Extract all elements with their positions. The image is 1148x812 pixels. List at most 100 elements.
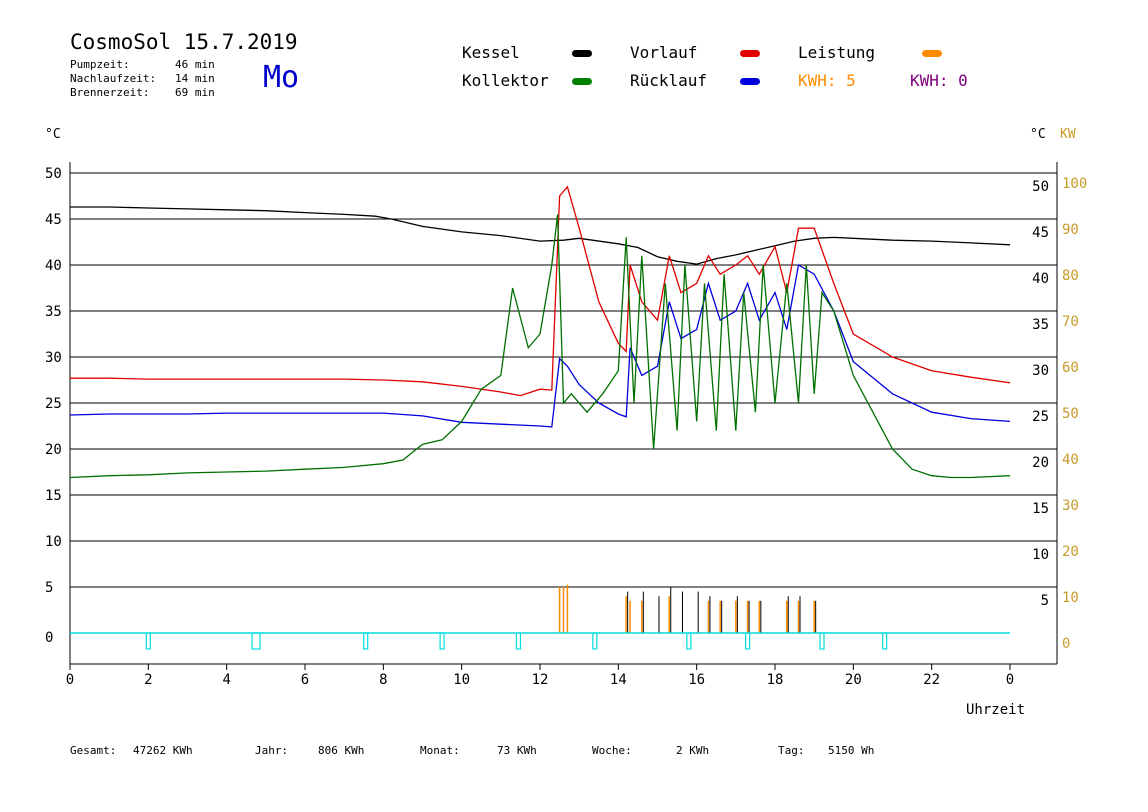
y-right-tick-label: 45 — [1032, 225, 1049, 241]
y-right-unit: °C — [1030, 127, 1046, 142]
y-right2-tick-label: 90 — [1062, 222, 1079, 238]
stat-brennerzeit-value: 69 min — [175, 86, 215, 99]
y-right2-tick-label: 10 — [1062, 590, 1079, 606]
y-right2-tick-label: 40 — [1062, 452, 1079, 468]
chart-status-markers — [70, 632, 1010, 650]
status-marker — [882, 632, 888, 650]
stat-pumpzeit-label: Pumpzeit: — [70, 58, 130, 71]
y-left-tick-label: 0 — [45, 630, 53, 646]
chart-pump-bursts — [558, 584, 817, 633]
status-marker — [363, 632, 369, 650]
footer-gesamt-label: Gesamt: — [70, 744, 117, 757]
y-left-tick-label: 30 — [45, 350, 62, 366]
y-right-tick-label: 10 — [1032, 547, 1049, 563]
status-marker — [744, 632, 751, 650]
series-line-ruecklauf — [69, 263, 1011, 428]
legend-swatch-vorlauf — [740, 50, 760, 57]
stat-nachlaufzeit-label: Nachlaufzeit: — [70, 72, 157, 85]
y-left-tick-label: 45 — [45, 212, 62, 228]
y-right2-tick-label: 70 — [1062, 314, 1079, 330]
y-left-unit: °C — [45, 127, 61, 142]
legend-label-kessel: Kessel — [462, 43, 520, 62]
x-tick-label: 18 — [767, 672, 784, 688]
chart-ticks: 0 2 4 6 8 10 12 14 16 18 20 22 005101520253035404550… — [45, 166, 1087, 688]
stat-nachlaufzeit-value: 14 min — [175, 72, 215, 85]
legend-label-ruecklauf: Rücklauf — [630, 71, 708, 90]
weekday-label: Mo — [263, 60, 300, 95]
y-right-tick-label: 25 — [1032, 409, 1049, 425]
series-line-kessel — [70, 206, 1011, 265]
x-tick-label: 0 — [1006, 672, 1014, 688]
chart-title: CosmoSol 15.7.2019 — [70, 30, 298, 54]
chart-series — [69, 185, 1011, 479]
y-right2-tick-label: 20 — [1062, 544, 1079, 560]
x-tick-label: 6 — [301, 672, 309, 688]
legend-swatch-leistung — [922, 50, 942, 57]
legend-label-leistung: Leistung — [798, 43, 876, 62]
kwh-orange-value: KWH: 5 — [798, 71, 856, 90]
status-marker — [686, 632, 692, 650]
y-right2-tick-label: 60 — [1062, 360, 1079, 376]
status-marker — [819, 632, 825, 650]
footer-monat-value: 73 KWh — [497, 744, 537, 757]
x-tick-label: 14 — [610, 672, 627, 688]
status-marker — [515, 632, 522, 650]
footer-woche-value: 2 KWh — [676, 744, 710, 757]
legend-swatch-ruecklauf — [740, 78, 760, 85]
legend-label-kollektor: Kollektor — [462, 71, 549, 90]
status-marker — [592, 632, 598, 650]
series-line-kollektor — [69, 214, 1011, 479]
x-tick-label: 0 — [66, 672, 74, 688]
legend-swatch-kessel — [572, 50, 592, 57]
x-tick-label: 22 — [923, 672, 940, 688]
y-right2-tick-label: 50 — [1062, 406, 1079, 422]
footer-jahr-label: Jahr: — [255, 744, 289, 757]
status-marker — [251, 632, 261, 650]
footer-monat-label: Monat: — [420, 744, 460, 757]
chart-grid — [70, 172, 1057, 588]
y-right2-tick-label: 0 — [1062, 636, 1070, 652]
footer-jahr-value: 806 KWh — [318, 744, 365, 757]
series-line-vorlauf — [70, 185, 1011, 397]
x-tick-label: 8 — [379, 672, 387, 688]
y-right-tick-label: 30 — [1032, 363, 1049, 379]
y-left-tick-label: 20 — [45, 442, 62, 458]
x-tick-label: 20 — [845, 672, 862, 688]
x-tick-label: 12 — [532, 672, 549, 688]
y-right-tick-label: 5 — [1041, 593, 1049, 609]
stat-brennerzeit-label: Brennerzeit: — [70, 86, 150, 99]
legend-label-vorlauf: Vorlauf — [630, 43, 698, 62]
y-right-tick-label: 35 — [1032, 317, 1049, 333]
status-marker — [439, 632, 445, 650]
y-left-tick-label: 35 — [45, 304, 62, 320]
y-left-tick-label: 5 — [45, 580, 53, 596]
x-tick-label: 2 — [144, 672, 152, 688]
y-right2-tick-label: 80 — [1062, 268, 1079, 284]
footer-woche-label: Woche: — [592, 744, 632, 757]
x-tick-label: 16 — [688, 672, 705, 688]
legend-swatch-kollektor — [572, 78, 592, 85]
x-tick-label: 10 — [453, 672, 470, 688]
x-axis-label: Uhrzeit — [966, 702, 1025, 718]
y-left-tick-label: 25 — [45, 396, 62, 412]
y-left-tick-label: 40 — [45, 258, 62, 274]
y-right-tick-label: 20 — [1032, 455, 1049, 471]
y-right-tick-label: 50 — [1032, 179, 1049, 195]
footer-tag-label: Tag: — [778, 744, 805, 757]
y-right-tick-label: 40 — [1032, 271, 1049, 287]
y-left-tick-label: 15 — [45, 488, 62, 504]
y-left-tick-label: 50 — [45, 166, 62, 182]
y-right2-tick-label: 30 — [1062, 498, 1079, 514]
y-right2-unit: KW — [1060, 127, 1076, 142]
footer-gesamt-value: 47262 KWh — [133, 744, 193, 757]
y-right2-tick-label: 100 — [1062, 176, 1087, 192]
y-left-tick-label: 10 — [45, 534, 62, 550]
y-right-tick-label: 15 — [1032, 501, 1049, 517]
footer-tag-value: 5150 Wh — [828, 744, 875, 757]
chart-axes — [69, 162, 1058, 665]
stat-pumpzeit-value: 46 min — [175, 58, 215, 71]
x-tick-label: 4 — [222, 672, 230, 688]
status-marker — [145, 632, 151, 650]
kwh-purple-value: KWH: 0 — [910, 71, 968, 90]
